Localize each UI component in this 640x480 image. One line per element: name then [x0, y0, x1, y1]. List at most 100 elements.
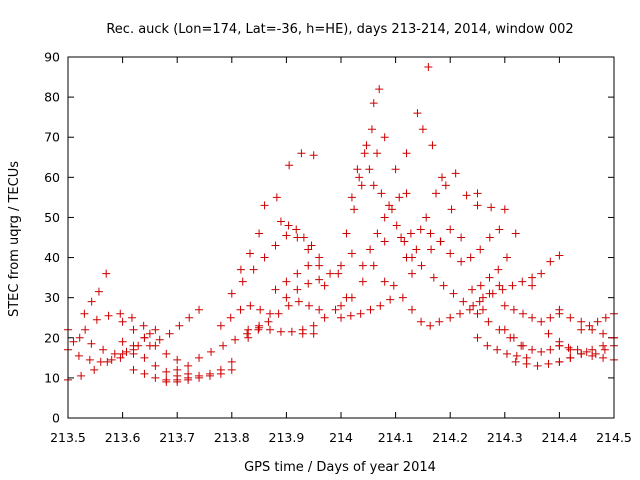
data-point: [500, 205, 509, 214]
data-point: [593, 317, 602, 326]
data-point: [468, 285, 477, 294]
data-point: [347, 293, 356, 302]
data-point: [219, 341, 228, 350]
data-point: [249, 265, 258, 274]
data-point: [473, 189, 482, 198]
data-point: [293, 285, 302, 294]
data-point: [478, 305, 487, 314]
y-tick-label: 70: [44, 130, 60, 145]
data-point: [511, 229, 520, 238]
data-point: [533, 361, 542, 370]
data-point: [358, 261, 367, 270]
data-point: [422, 213, 431, 222]
data-point: [315, 253, 324, 262]
data-point: [331, 305, 340, 314]
data-point: [412, 245, 421, 254]
data-point: [380, 213, 389, 222]
data-point: [495, 281, 504, 290]
data-point: [386, 295, 395, 304]
data-point: [271, 285, 280, 294]
data-point: [502, 253, 511, 262]
data-point: [297, 149, 306, 158]
data-point: [284, 301, 293, 310]
data-point: [446, 249, 455, 258]
data-point: [92, 315, 101, 324]
data-point: [555, 341, 564, 350]
data-point: [274, 309, 283, 318]
data-point: [451, 169, 460, 178]
data-point: [282, 231, 291, 240]
data-point: [465, 305, 474, 314]
data-point: [426, 229, 435, 238]
data-point: [358, 277, 367, 286]
data-point: [255, 323, 264, 332]
data-point: [238, 277, 247, 286]
data-point: [264, 317, 273, 326]
data-point: [350, 205, 359, 214]
data-point: [305, 301, 314, 310]
data-point: [173, 365, 182, 374]
data-point: [107, 355, 116, 364]
data-point: [326, 269, 335, 278]
data-point: [413, 109, 422, 118]
data-point: [500, 325, 509, 334]
data-point: [485, 233, 494, 242]
data-point: [428, 141, 437, 150]
data-point: [216, 321, 225, 330]
data-point: [577, 325, 586, 334]
data-point: [116, 309, 125, 318]
data-point: [377, 189, 386, 198]
data-point: [246, 249, 254, 258]
data-point: [397, 233, 406, 242]
data-point: [389, 281, 398, 290]
data-point: [544, 359, 553, 368]
data-point: [427, 245, 436, 254]
data-point: [173, 377, 182, 386]
data-point: [77, 371, 86, 380]
data-point: [162, 367, 171, 376]
data-point: [155, 335, 164, 344]
x-tick-label: 213.7: [159, 430, 195, 445]
x-axis-label: GPS time / Days of year 2014: [244, 460, 436, 475]
data-point: [375, 85, 384, 94]
data-point: [441, 181, 450, 190]
data-point: [165, 329, 174, 338]
x-tick-label: 214.5: [596, 430, 632, 445]
data-point: [528, 281, 537, 290]
data-point: [94, 287, 103, 296]
data-point: [406, 229, 415, 238]
data-point: [365, 165, 374, 174]
data-point: [118, 337, 127, 346]
data-point: [99, 345, 108, 354]
data-point: [175, 321, 184, 330]
data-point: [276, 327, 285, 336]
data-point: [380, 277, 389, 286]
data-point: [309, 321, 318, 330]
data-point: [226, 313, 235, 322]
data-point: [140, 353, 149, 362]
data-point: [487, 203, 496, 212]
data-point: [488, 289, 497, 298]
data-point: [402, 149, 411, 158]
data-point: [457, 257, 466, 266]
data-point: [601, 313, 610, 322]
data-point: [285, 161, 294, 170]
x-tick-label: 214: [329, 430, 353, 445]
data-point: [577, 349, 586, 358]
data-point: [294, 297, 303, 306]
data-point: [498, 285, 507, 294]
data-point: [588, 325, 597, 334]
data-point: [255, 229, 264, 238]
data-point: [473, 333, 482, 342]
data-point: [334, 269, 343, 278]
data-point: [509, 305, 518, 314]
data-point: [417, 261, 426, 270]
data-point: [185, 313, 194, 322]
data-point: [432, 189, 441, 198]
data-point: [231, 335, 240, 344]
data-point: [347, 193, 356, 202]
data-point: [416, 225, 425, 234]
x-tick-label: 214.4: [542, 430, 578, 445]
x-tick-label: 214.3: [487, 430, 523, 445]
data-point: [392, 221, 401, 230]
